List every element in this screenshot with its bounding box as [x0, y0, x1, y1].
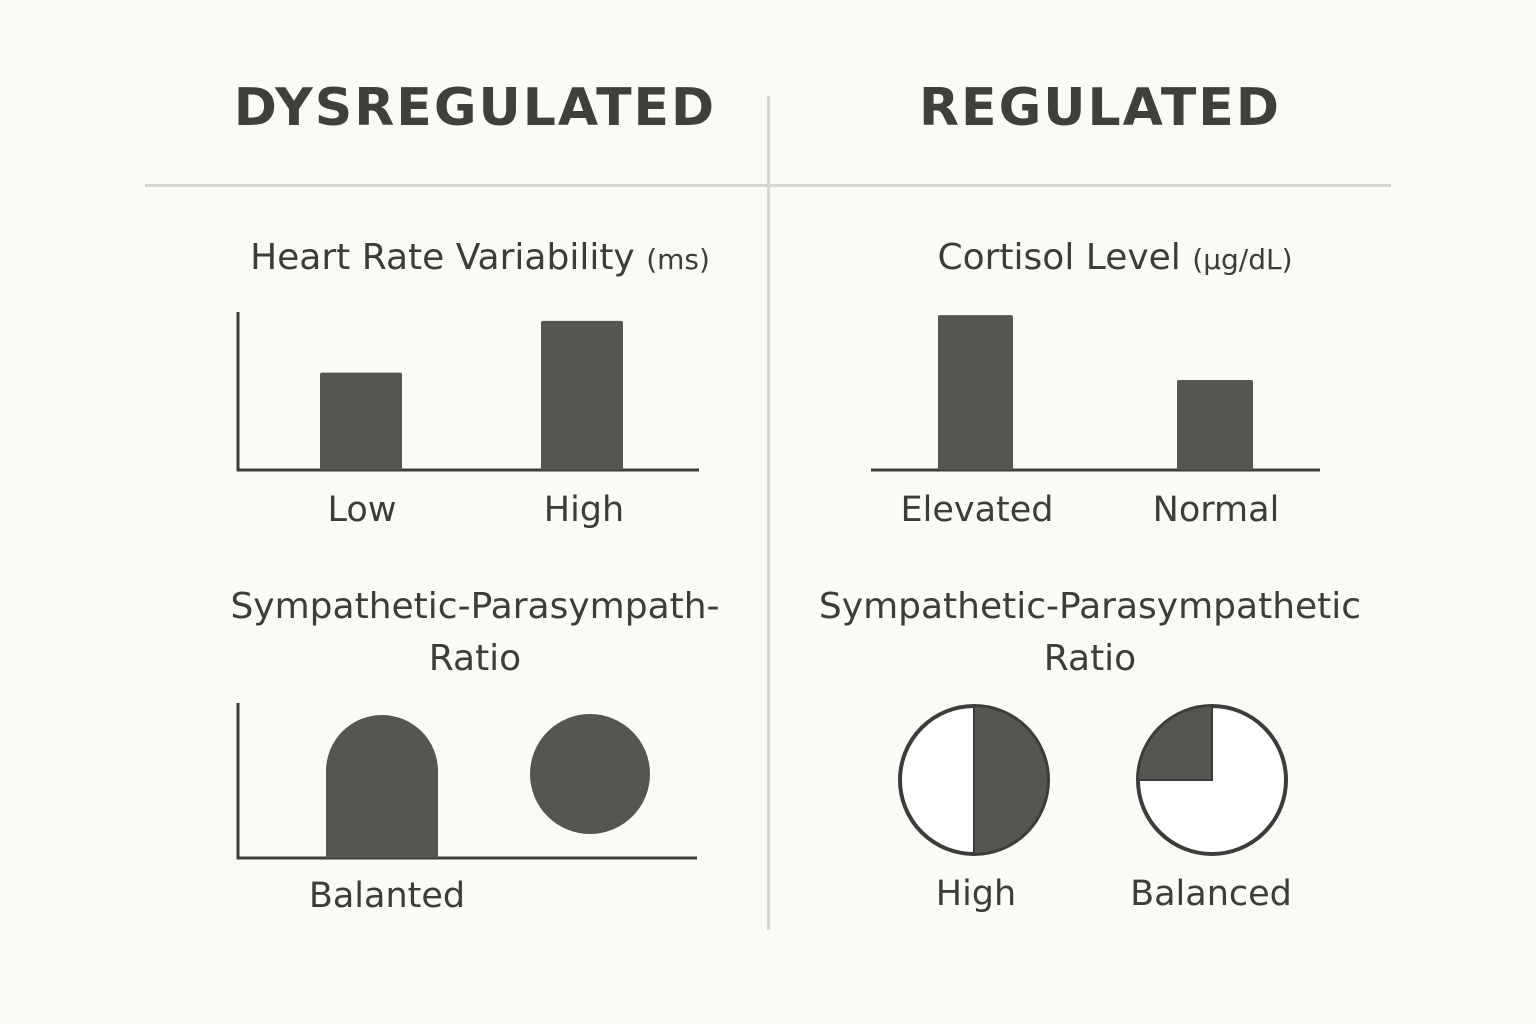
left-ratio-category-label: Balanted [308, 876, 466, 916]
right-ratio-title-line1: Sympathetic-Parasympathetic [818, 586, 1362, 627]
hrv-category-label: Low [327, 490, 397, 530]
hrv-bar [541, 320, 623, 470]
cortisol-title-text: Cortisol Level [937, 237, 1181, 278]
cortisol-bar [1177, 379, 1253, 470]
balanced-arch-mark [326, 715, 438, 858]
hrv-bar [320, 372, 402, 470]
vertical-divider [767, 96, 770, 930]
cortisol-category-label: Elevated [900, 490, 1054, 530]
hrv-category-label: High [543, 490, 625, 530]
pie-slice [1136, 704, 1213, 781]
hrv-axis [236, 312, 699, 472]
left-ratio-title-line1: Sympathetic-Parasympath- [230, 586, 720, 627]
right-ratio-title-line2: Ratio [1043, 638, 1137, 679]
pie-slice [973, 704, 1049, 856]
left-ratio-axis [236, 703, 697, 860]
circle-mark [530, 714, 650, 834]
hrv-title-unit: (ms) [646, 243, 710, 276]
left-ratio-title-line2: Ratio [428, 638, 522, 679]
dysregulated-heading: DYSREGULATED [233, 78, 717, 138]
pie-category-label: Balanced [1130, 874, 1292, 914]
regulated-heading: REGULATED [919, 78, 1281, 138]
hrv-chart-title: Heart Rate Variability (ms) [180, 232, 780, 286]
pie-category-label: High [935, 874, 1017, 914]
cortisol-bar [938, 315, 1013, 470]
cortisol-title-unit: (µg/dL) [1192, 243, 1293, 276]
cortisol-chart-title: Cortisol Level (µg/dL) [815, 232, 1415, 286]
hrv-title-text: Heart Rate Variability [250, 237, 635, 278]
horizontal-divider [145, 184, 1391, 187]
cortisol-category-label: Normal [1152, 490, 1280, 530]
